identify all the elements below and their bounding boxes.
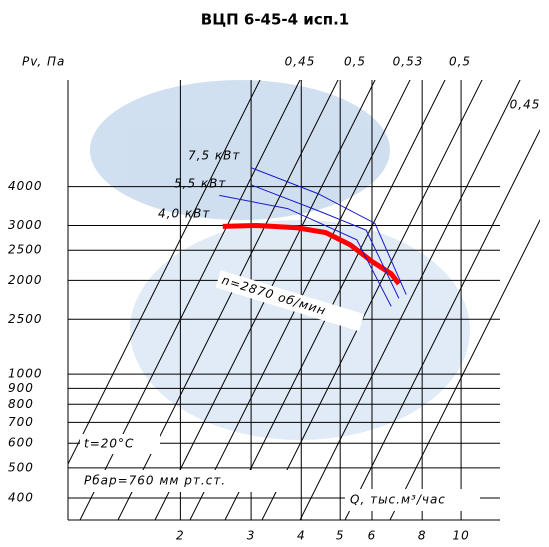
y-tick-label: 4000 [8, 179, 43, 193]
annotation-bg [78, 470, 288, 492]
x-tick-label: 10 [452, 529, 469, 543]
fan-curve [222, 222, 401, 286]
annotation: t=20°C [84, 437, 134, 451]
power-curve [250, 184, 400, 299]
power-curve [219, 194, 392, 307]
y-tick-label: 3000 [8, 218, 43, 232]
y-tick-label: 500 [8, 460, 34, 474]
y-tick-label: 600 [8, 436, 34, 450]
x-label-bg [345, 489, 480, 511]
y-tick-label: 800 [8, 397, 34, 411]
y-tick-label: 400 [8, 491, 34, 505]
x-tick-label: 4 [297, 529, 306, 543]
efficiency-label: 0,45 [285, 55, 316, 69]
series-label: 5,5 кВт [174, 177, 226, 191]
x-tick-label: 8 [418, 529, 427, 543]
x-axis-label: Q, тыс.м³/час [350, 493, 446, 507]
x-tick-label: 6 [368, 529, 377, 543]
series-label: 4,0 кВт [158, 207, 210, 221]
y-tick-label: 900 [8, 381, 34, 395]
x-tick-label: 2 [176, 529, 185, 543]
x-tick-label: 3 [247, 529, 256, 543]
efficiency-label: 0,45 [510, 98, 541, 112]
efficiency-label: 0,5 [344, 55, 366, 69]
efficiency-label: 0,53 [393, 55, 424, 69]
chart-title: ВЦП 6-45-4 исп.1 [201, 11, 349, 29]
watermark-shape [90, 80, 390, 220]
series-label: 7,5 кВт [188, 149, 240, 163]
label-bg [215, 270, 365, 332]
x-tick-label: 5 [336, 529, 345, 543]
y-axis-label: Pv, Па [22, 55, 65, 69]
annotation: Рбар=760 мм рт.ст. [84, 474, 226, 488]
power-curve [250, 167, 407, 295]
y-tick-label: 1000 [8, 367, 43, 381]
watermark-shape [130, 220, 470, 440]
y-tick-label: 2500 [8, 243, 43, 257]
y-tick-label: 2000 [8, 273, 43, 287]
y-tick-label: 700 [8, 415, 34, 429]
annotation-bg [80, 434, 160, 454]
efficiency-label: 0,5 [449, 55, 471, 69]
y-tick-label: 2500 [8, 312, 43, 326]
